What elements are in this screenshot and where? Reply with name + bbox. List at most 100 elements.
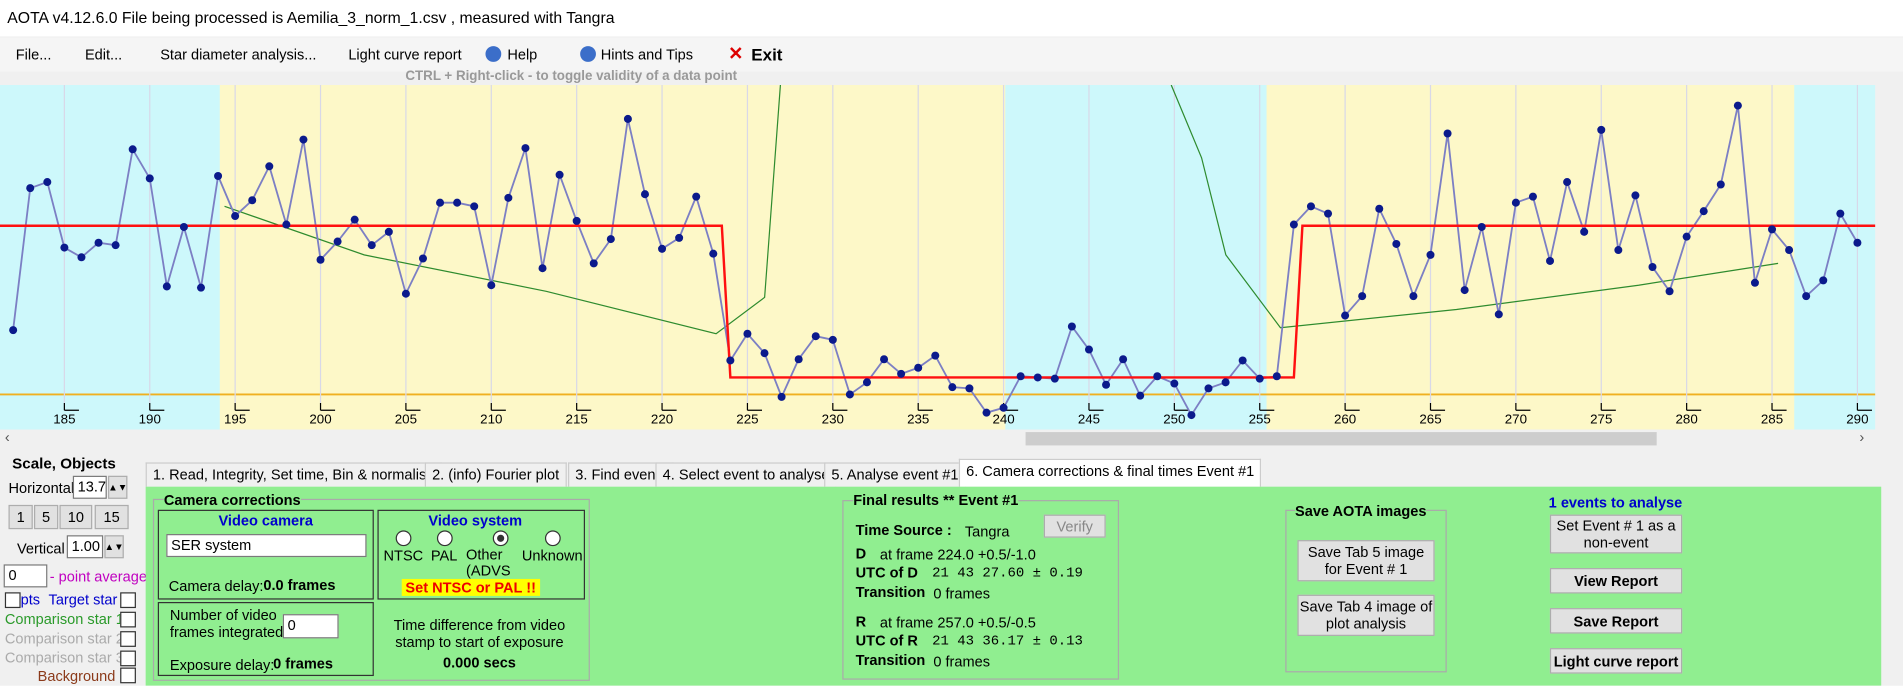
spinner[interactable]: ▲▼ — [104, 535, 124, 559]
verify-button[interactable]: Verify — [1043, 514, 1106, 538]
data-point — [1324, 209, 1333, 218]
scroll-left[interactable]: ‹ — [4, 428, 10, 446]
scale-button[interactable]: 5 — [33, 504, 59, 530]
data-point — [760, 349, 769, 358]
data-point — [1187, 411, 1196, 420]
data-point — [1802, 292, 1811, 301]
menu-item[interactable]: File... — [15, 46, 52, 64]
group-box — [152, 498, 590, 681]
data-point — [1238, 356, 1247, 365]
green-trace — [224, 84, 1779, 335]
x-tick-label: 230 — [822, 412, 844, 427]
radio-label: PAL — [430, 547, 458, 565]
warning: Set NTSC or PAL !! — [401, 578, 540, 596]
save-button[interactable]: Save Tab 5 image for Event # 1 — [1297, 540, 1435, 582]
radio[interactable] — [436, 530, 453, 547]
label: Horizontal — [8, 479, 75, 497]
radio[interactable] — [492, 530, 509, 547]
data-point — [77, 253, 86, 262]
object-label: Background — [37, 667, 116, 685]
vertical-input[interactable]: 1.00 — [66, 535, 104, 559]
help-icon — [485, 46, 502, 62]
value: 21 43 27.60 ± 0.19 — [932, 565, 1083, 582]
data-point — [1204, 384, 1213, 393]
x-tick-label: 210 — [480, 412, 502, 427]
checkbox[interactable] — [4, 592, 21, 609]
radio[interactable] — [544, 530, 561, 547]
report-button[interactable]: Light curve report — [1549, 648, 1683, 674]
group-title: Final results ** Event #1 — [853, 491, 1019, 509]
x-tick-label: 215 — [566, 412, 588, 427]
scale-button[interactable]: 10 — [59, 504, 93, 530]
label: Time difference from video stamp to star… — [393, 616, 566, 651]
camera-select[interactable]: SER system — [166, 534, 367, 558]
value: 0.0 frames — [263, 576, 336, 594]
checkbox[interactable] — [120, 631, 136, 647]
scroll-right[interactable]: › — [1859, 428, 1865, 446]
checkbox[interactable] — [120, 650, 136, 667]
x-tick-label: 190 — [139, 412, 161, 427]
data-point — [1494, 310, 1503, 319]
data-point — [948, 383, 957, 392]
hints-icon — [580, 46, 596, 62]
integrated-select[interactable]: 0 — [282, 614, 339, 639]
scale-button[interactable]: 15 — [94, 504, 129, 530]
scroll-thumb[interactable] — [1025, 432, 1657, 446]
tab[interactable]: 1. Read, Integrity, Set time, Bin & norm… — [145, 462, 442, 487]
data-point — [999, 403, 1008, 412]
group-title: Camera corrections — [163, 491, 301, 509]
data-point — [1528, 192, 1537, 201]
menu-item[interactable]: Exit — [751, 44, 783, 65]
label: Exposure delay: — [169, 656, 275, 674]
value: at frame 224.0 +0.5/-1.0 — [879, 546, 1036, 564]
data-point — [1460, 286, 1469, 295]
non-event-button[interactable]: Set Event # 1 as a non-event — [1549, 514, 1683, 554]
light-curve-plot[interactable]: 185 190 195 200 205 210 215 220 225 230 235 240 245 2… — [0, 84, 1879, 430]
tab-active[interactable]: 6. Camera corrections & final times Even… — [958, 458, 1262, 487]
radio[interactable] — [395, 530, 412, 547]
tab[interactable]: 2. (info) Fourier plot — [424, 462, 567, 487]
label: Transition — [855, 583, 926, 601]
value: Tangra — [964, 523, 1010, 541]
data-point — [623, 114, 632, 123]
average-select[interactable]: 0 — [3, 564, 48, 588]
checkbox[interactable] — [120, 592, 136, 609]
data-point — [1084, 345, 1093, 354]
data-point — [1409, 292, 1418, 301]
menu-item[interactable]: Hints and Tips — [600, 46, 694, 64]
data-point — [1426, 250, 1435, 259]
value: 0.000 secs — [443, 654, 516, 672]
menu-item[interactable]: Edit... — [84, 46, 123, 64]
data-point — [196, 283, 205, 292]
data-point — [726, 356, 735, 365]
checkbox[interactable] — [120, 667, 136, 684]
spinner[interactable]: ▲▼ — [108, 475, 128, 499]
view-report-button[interactable]: View Report — [1549, 568, 1683, 594]
menu-item[interactable]: Light curve report — [348, 46, 462, 64]
save-report-button[interactable]: Save Report — [1549, 608, 1683, 634]
tab[interactable]: 4. Select event to analyse — [655, 462, 837, 487]
data-point — [982, 408, 991, 417]
menu-item[interactable]: Star diameter analysis... — [160, 46, 317, 64]
exit-icon: ✕ — [728, 43, 744, 65]
data-point — [777, 392, 786, 401]
tab[interactable]: 5. Analyse event #1 — [824, 462, 966, 487]
data-point — [1255, 374, 1264, 383]
x-tick-label: 240 — [992, 412, 1014, 427]
data-point — [538, 264, 547, 273]
menu-item[interactable]: Help — [507, 46, 538, 64]
horizontal-input[interactable]: 13.7 — [72, 475, 107, 499]
data-point — [1221, 378, 1230, 387]
data-point — [1768, 225, 1777, 234]
label: Time Source : — [855, 521, 952, 539]
data-point — [1597, 125, 1606, 134]
checkbox[interactable] — [120, 611, 136, 628]
data-point — [811, 332, 820, 341]
group-box — [157, 601, 374, 677]
data-point — [128, 145, 137, 154]
data-point — [436, 198, 445, 207]
x-tick-label: 205 — [395, 412, 417, 427]
data-point — [1733, 101, 1742, 110]
scale-button[interactable]: 1 — [8, 504, 33, 530]
save-button[interactable]: Save Tab 4 image of plot analysis — [1297, 594, 1435, 636]
